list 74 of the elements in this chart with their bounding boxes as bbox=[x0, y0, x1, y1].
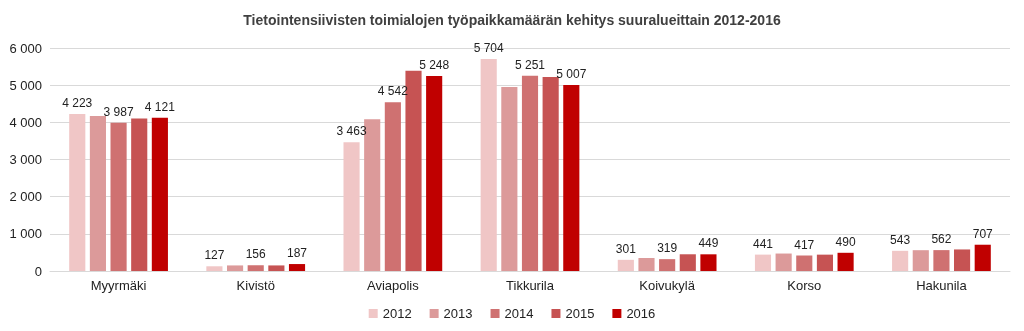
bar bbox=[364, 119, 381, 271]
bar bbox=[131, 118, 148, 271]
data-label: 127 bbox=[204, 248, 225, 263]
bar bbox=[384, 102, 401, 271]
bar bbox=[69, 114, 86, 271]
data-label: 5 251 bbox=[514, 57, 546, 72]
bar bbox=[542, 76, 559, 271]
legend-label: 2012 bbox=[382, 306, 412, 321]
bar bbox=[151, 117, 168, 271]
x-tick-label: Aviapolis bbox=[366, 278, 420, 293]
data-label: 5 007 bbox=[556, 66, 587, 81]
data-label: 5 704 bbox=[473, 41, 505, 55]
bar bbox=[343, 142, 360, 271]
data-label: 490 bbox=[835, 234, 856, 249]
legend-label: 2013 bbox=[443, 306, 473, 321]
bar bbox=[638, 257, 655, 271]
data-label: 4 223 bbox=[62, 96, 93, 111]
x-tick-label: Hakunila bbox=[916, 278, 968, 293]
bar bbox=[89, 116, 106, 271]
data-label: 3 987 bbox=[103, 104, 134, 119]
bar bbox=[206, 266, 223, 271]
x-tick-label: Korso bbox=[787, 278, 822, 293]
data-label: 4 121 bbox=[144, 99, 176, 114]
x-tick-label: Myyrmäki bbox=[90, 278, 147, 293]
legend-label: 2015 bbox=[565, 306, 595, 321]
y-tick-label: 6 000 bbox=[9, 40, 42, 56]
bar bbox=[816, 254, 834, 271]
y-tick-label: 5 000 bbox=[9, 77, 42, 93]
chart-title: Tietointensiivisten toimialojen työpaikkamäärän kehitys suuralueittain 2012-2016 bbox=[243, 12, 781, 28]
bar bbox=[110, 122, 127, 271]
bar bbox=[954, 249, 971, 271]
legend-label: 2014 bbox=[504, 306, 534, 321]
bar bbox=[754, 254, 772, 271]
bar bbox=[617, 259, 634, 271]
bar bbox=[679, 254, 696, 271]
bar bbox=[796, 255, 813, 271]
bar bbox=[268, 265, 285, 271]
bar bbox=[974, 244, 991, 271]
bar bbox=[892, 250, 909, 271]
data-label: 417 bbox=[794, 237, 815, 252]
data-label: 707 bbox=[972, 226, 994, 241]
y-tick-label: 0 bbox=[34, 263, 42, 279]
data-label: 5 248 bbox=[419, 57, 450, 72]
data-label: 301 bbox=[615, 241, 637, 256]
data-label: 3 463 bbox=[336, 124, 367, 139]
bar bbox=[480, 59, 497, 271]
bar bbox=[563, 84, 580, 271]
bar bbox=[227, 265, 244, 271]
data-label: 156 bbox=[245, 247, 267, 262]
x-tick-label: Tikkurila bbox=[506, 278, 555, 293]
bar bbox=[501, 87, 518, 271]
bar bbox=[426, 75, 443, 271]
data-label: 449 bbox=[698, 236, 719, 251]
data-label: 319 bbox=[657, 241, 678, 256]
y-tick-label: 2 000 bbox=[9, 189, 42, 205]
data-label: 543 bbox=[890, 232, 911, 247]
bar bbox=[521, 75, 539, 271]
y-tick-label: 1 000 bbox=[9, 226, 42, 242]
data-label: 562 bbox=[931, 232, 952, 247]
bar bbox=[659, 259, 676, 271]
legend-label: 2016 bbox=[626, 306, 656, 321]
x-tick-label: Kivistö bbox=[236, 278, 275, 293]
bar bbox=[700, 254, 717, 271]
data-label: 441 bbox=[752, 236, 774, 251]
x-tick-label: Koivukylä bbox=[639, 278, 696, 293]
data-label: 187 bbox=[287, 246, 308, 261]
bar bbox=[775, 253, 792, 271]
bar bbox=[933, 250, 950, 271]
y-tick-label: 3 000 bbox=[9, 152, 42, 167]
bar bbox=[288, 264, 306, 271]
y-tick-label: 4 000 bbox=[9, 114, 42, 130]
bar bbox=[912, 250, 929, 271]
bar bbox=[247, 265, 264, 271]
bar bbox=[837, 252, 854, 271]
